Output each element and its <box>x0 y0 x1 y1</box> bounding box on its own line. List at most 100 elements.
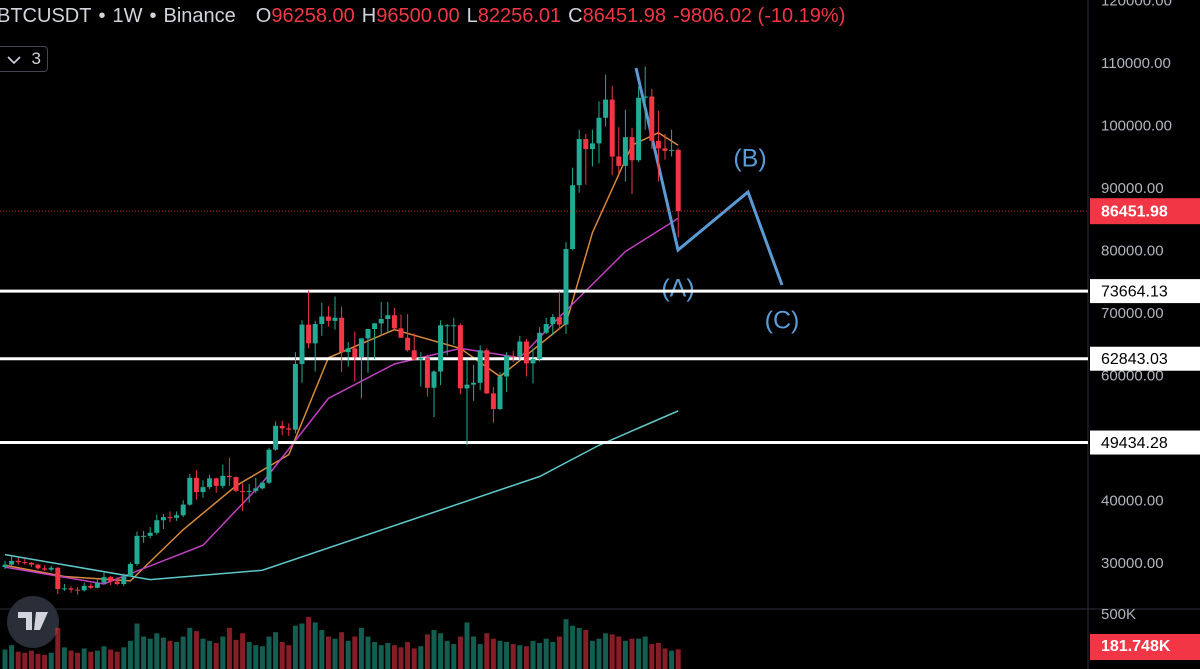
volume-bar <box>114 651 120 669</box>
volume-bar <box>616 636 622 669</box>
symbol: BTCUSDT <box>0 5 92 27</box>
volume-bar <box>372 641 378 669</box>
candle-body <box>451 325 457 327</box>
candle-body <box>167 517 173 519</box>
volume-bar <box>167 640 173 669</box>
ohlc-value: 86451.98 <box>582 5 667 27</box>
exchange: Binance <box>163 5 236 27</box>
volume-bar <box>424 634 430 669</box>
candle-body <box>193 477 199 493</box>
volume-bar <box>358 627 364 669</box>
candle-body <box>286 428 292 430</box>
candle-body <box>352 348 358 358</box>
volume-bar <box>35 653 41 669</box>
volume-bar <box>537 643 543 669</box>
volume-bar <box>42 654 48 669</box>
y-tick-label: 90000.00 <box>1101 180 1164 197</box>
volume-bar <box>543 638 549 669</box>
candle-body <box>655 140 661 149</box>
candle-body <box>101 577 107 583</box>
volume-bar <box>200 638 206 669</box>
volume-bar <box>649 644 655 669</box>
volume-bar <box>411 648 417 669</box>
candle-body <box>2 564 8 568</box>
candle-body <box>550 317 556 324</box>
candle-body <box>226 475 232 478</box>
candle-body <box>649 96 655 141</box>
ohlc-value: 96500.00 <box>376 5 460 27</box>
candle-body <box>490 393 496 409</box>
volume-bar <box>286 645 292 669</box>
candle-body <box>510 355 516 357</box>
volume-bar <box>134 623 140 669</box>
wave-annotation <box>634 67 784 286</box>
volume-bar <box>332 638 338 669</box>
volume-bar <box>306 617 312 669</box>
volume-bar <box>510 644 516 669</box>
ohlc-label: H <box>361 5 377 27</box>
candle-body <box>35 564 41 569</box>
volume-bar <box>240 633 246 669</box>
volume-bar <box>187 627 193 669</box>
volume-bar <box>121 647 127 669</box>
candle-body <box>273 425 279 450</box>
volume-bar <box>55 627 61 669</box>
volume-bar <box>365 636 371 669</box>
volume-bar <box>497 640 503 669</box>
volume-bar <box>160 637 166 669</box>
volume-bar <box>530 640 536 669</box>
candle-body <box>108 577 114 582</box>
volume-bar <box>504 641 510 669</box>
candle-body <box>200 487 206 493</box>
volume-bar <box>484 633 490 669</box>
candle-body <box>563 249 569 325</box>
volume-bar <box>391 645 397 669</box>
volume-bar <box>88 651 94 669</box>
candle-body <box>339 317 345 353</box>
ohlc-item: O 96258.00 <box>256 5 355 28</box>
candle-body <box>61 588 67 590</box>
candle-body <box>42 568 48 570</box>
volume-bar <box>213 643 219 669</box>
volume-bar <box>312 622 318 669</box>
volume-bar <box>193 631 199 669</box>
candle-body <box>675 149 681 212</box>
candle-body <box>365 329 371 339</box>
y-tick-label: 120000.00 <box>1101 0 1172 9</box>
ohlc-label: L <box>466 5 478 27</box>
candle-body <box>372 323 378 329</box>
candle-body <box>543 324 549 333</box>
candle-body <box>81 585 87 591</box>
volume-bar <box>471 636 477 669</box>
candle-body <box>253 488 259 491</box>
volume-tag <box>1090 634 1200 660</box>
moving-average <box>4 217 679 585</box>
indicator-toggle[interactable]: 3 <box>0 46 48 72</box>
volume-bar <box>477 644 483 669</box>
logo-circle <box>7 596 59 648</box>
candle-body <box>636 97 642 161</box>
volume-bar <box>174 641 180 669</box>
y-tick-label: 30000.00 <box>1101 555 1164 572</box>
candle-body <box>603 99 609 118</box>
volume-bar <box>28 650 34 669</box>
y-tick-label: 80000.00 <box>1101 242 1164 259</box>
candle-body <box>622 137 628 166</box>
volume-bar <box>101 646 107 669</box>
candle-body <box>398 328 404 338</box>
candle-body <box>174 515 180 518</box>
volume-bar <box>378 645 384 669</box>
candle-body <box>589 143 595 149</box>
volume-bar <box>457 636 463 669</box>
candle-body <box>75 589 81 591</box>
volume-bar <box>451 644 457 669</box>
candle-body <box>616 156 622 166</box>
level-tag <box>1090 279 1200 304</box>
candle-body <box>358 338 364 358</box>
candle-body <box>609 99 615 157</box>
volume-bar <box>563 619 569 669</box>
candle-body <box>15 560 21 563</box>
volume-bar <box>655 643 661 669</box>
interval: 1W <box>112 5 143 27</box>
candle-body <box>418 357 424 360</box>
